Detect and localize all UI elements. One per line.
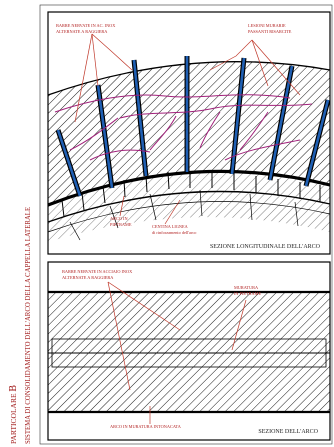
top-panel: BARRE NERVATE IN AC. INOX ALTERNATE A RA… (47, 11, 331, 255)
bottom-panel-caption: SEZIONE DELL'ARCO (258, 429, 318, 435)
top-label-barre-2: ALTERNATE A RAGGIERA (56, 29, 108, 34)
bar-5 (230, 57, 246, 175)
bar-7 (304, 99, 330, 187)
bar-3 (132, 59, 148, 177)
top-label-centina-1: CENTINA LIGNEA (152, 224, 189, 229)
wall-cracks (54, 94, 313, 161)
arch-intrados (47, 190, 331, 223)
top-label-barre-1: BARRE NERVATE IN AC. INOX (56, 23, 116, 28)
bottom-label-barre-2: ALTERNATE A RAGGIERA (62, 275, 114, 280)
bottom-label-arco: ARCO IN MURATURA INTONACATA (110, 424, 182, 429)
timber-centering (47, 189, 331, 241)
leader-lines-bottom (107, 281, 247, 424)
masonry-hatch-lower (48, 171, 330, 242)
bar-1 (56, 129, 82, 197)
leader-lines-top (74, 33, 301, 225)
top-label-arco-2: PIETRAME (110, 222, 132, 227)
top-labels: BARRE NERVATE IN AC. INOX ALTERNATE A RA… (56, 23, 292, 235)
top-label-centina-2: di rinforzamento dell'arco (152, 230, 196, 235)
bar-section-band (51, 338, 327, 368)
bottom-label-muratura-1: MURATURA (234, 285, 259, 290)
bar-2 (96, 84, 114, 189)
top-label-lesioni-1: LESIONI MURARIE (248, 23, 286, 28)
top-panel-caption: SEZIONE LONGITUDINALE DELL'ARCO (210, 244, 321, 250)
radial-bars (55, 56, 331, 197)
top-label-lesioni-2: PASSANTI RISARCITE (248, 29, 292, 34)
bottom-panel: BARRE NERVATE IN ACCIAIO INOX ALTERNATE … (47, 261, 331, 441)
bottom-labels: BARRE NERVATE IN ACCIAIO INOX ALTERNATE … (62, 269, 261, 429)
sheet-frame (39, 4, 333, 445)
arch-voussoir-joints (61, 171, 321, 218)
bottom-label-barre-1: BARRE NERVATE IN ACCIAIO INOX (62, 269, 133, 274)
bottom-label-muratura-2: IN PIETRAME (234, 291, 261, 296)
bar-6 (268, 65, 294, 181)
top-label-arco-1: ARCO IN (110, 216, 128, 221)
masonry-hatch-section (48, 293, 330, 411)
